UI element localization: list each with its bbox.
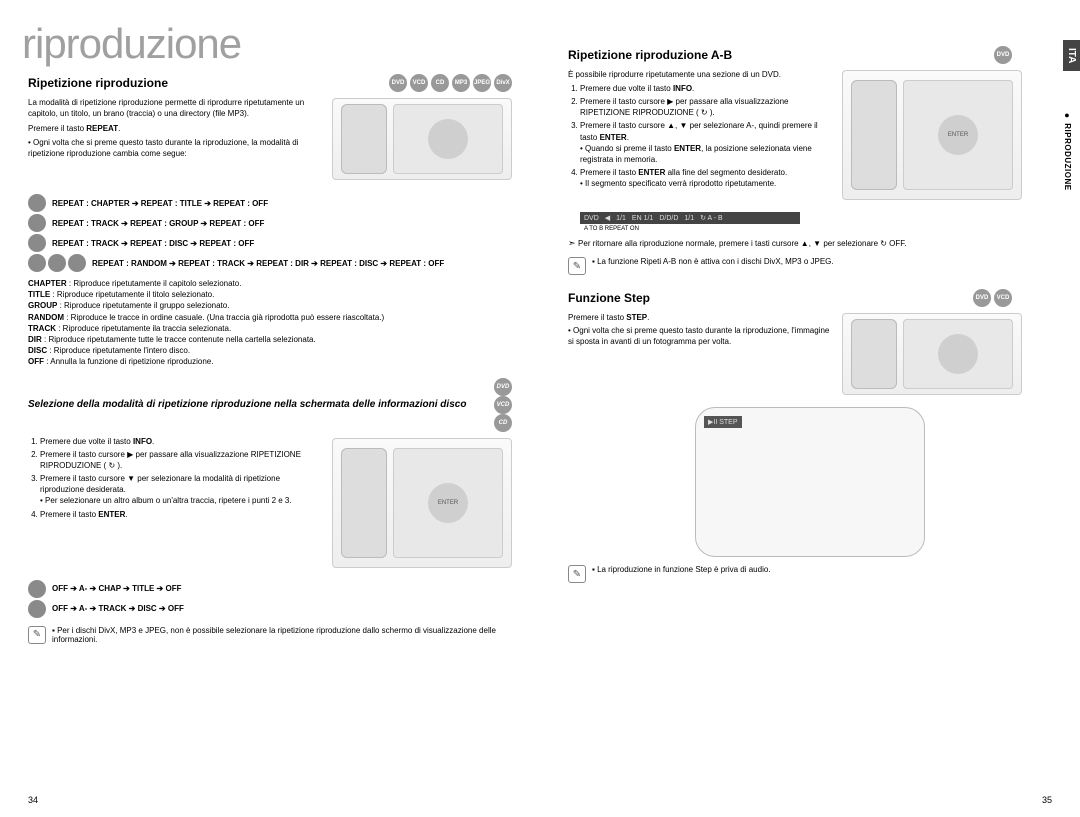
note-icon: ✎ [568,257,586,275]
page-left: riproduzione Ripetizione riproduzione DV… [0,0,540,817]
disc-icon: DVD [494,378,512,396]
note-block: ✎ La riproduzione in funzione Step è pri… [568,565,1052,583]
note-text: Per i dischi DivX, MP3 e JPEG, non è pos… [52,626,512,644]
def-line: TRACK : Riproduce ripetutamente ila trac… [28,323,512,334]
mode-disc-icon [28,254,46,272]
def-line: DISC : Riproduce ripetutamente l'intero … [28,345,512,356]
mode-disc-icon [28,600,46,618]
disc-icon: CD [494,414,512,432]
page-number: 35 [1042,795,1052,805]
def-line: RANDOM : Riproduce le tracce in ordine c… [28,312,512,323]
press-line: Premere il tasto STEP. [568,313,858,324]
main-heading: riproduzione [22,20,512,68]
remote-icon [341,448,387,558]
osd-step-label: ▶II STEP [704,416,742,428]
disc-icon: DVD [973,289,991,307]
chain-row: OFF ➔ A- ➔ TRACK ➔ DISC ➔ OFF [28,600,512,618]
remote-panel-icon [903,319,1013,389]
mode-disc-triple [28,254,86,272]
disc-icon: VCD [494,396,512,414]
mode-row: REPEAT : RANDOM ➔ REPEAT : TRACK ➔ REPEA… [28,254,512,272]
subsection-heading: Selezione della modalità di ripetizione … [28,378,512,432]
remote-icon [851,80,897,190]
section-title: Ripetizione riproduzione [28,76,168,90]
remote-diagram [332,98,512,180]
language-tab: ITA [1063,40,1080,71]
note-block: ✎ La funzione Ripeti A-B non è attiva co… [568,257,1052,275]
mode-disc-icon [48,254,66,272]
disc-icon: DVD [389,74,407,92]
mode-disc-icon [28,580,46,598]
mode-disc-icon [28,234,46,252]
osd-sub-label: A TO B REPEAT ON [584,226,1052,232]
def-line: DIR : Riproduce ripetutamente tutte le t… [28,334,512,345]
remote-panel-icon: ENTER [393,448,503,558]
mode-disc-icon [28,214,46,232]
disc-icon: VCD [410,74,428,92]
step-item: Premere il tasto cursore ▲, ▼ per selezi… [580,120,858,165]
definitions: CHAPTER : Riproduce ripetutamente il cap… [28,278,512,368]
def-line: GROUP : Riproduce ripetutamente il grupp… [28,300,512,311]
section-step-body: Premere il tasto STEP. Ogni volta che si… [568,313,858,347]
chain-sequences: OFF ➔ A- ➔ CHAP ➔ TITLE ➔ OFF OFF ➔ A- ➔… [28,580,512,618]
disc-icon: MP3 [452,74,470,92]
bullet-list: Ogni volta che si preme questo tasto dur… [568,326,858,348]
step-item: Premere due volte il tasto INFO. [580,83,858,94]
bullet-item: Ogni volta che si preme questo tasto dur… [568,326,858,348]
section-ab-heading: Ripetizione riproduzione A-B DVD [568,46,1052,64]
note-block: ✎ Per i dischi DivX, MP3 e JPEG, non è p… [28,626,512,644]
def-line: CHAPTER : Riproduce ripetutamente il cap… [28,278,512,289]
remote-panel-icon: ENTER [903,80,1013,190]
side-section-label: ● RIPRODUZIONE [1062,110,1072,191]
section-step-heading: Funzione Step DVD VCD [568,289,1052,307]
section-repeat-heading: Ripetizione riproduzione DVD VCD CD MP3 … [28,74,512,92]
step-item: Premere il tasto cursore ▶ per passare a… [580,96,858,118]
mode-sequences: REPEAT : CHAPTER ➔ REPEAT : TITLE ➔ REPE… [28,194,512,272]
section-ab-body: È possibile riprodurre ripetutamente una… [568,70,858,189]
tip-line: Per ritornare alla riproduzione normale,… [568,238,1052,249]
tv-screen-diagram: ▶II STEP [695,407,925,557]
section-title: Ripetizione riproduzione A-B [568,48,732,62]
remote-diagram [842,313,1022,395]
disc-icon: DivX [494,74,512,92]
page-right: ITA ● RIPRODUZIONE Ripetizione riproduzi… [540,0,1080,817]
step-sub: Il segmento specificato verrà riprodotto… [580,178,858,189]
step-sub: Quando si preme il tasto ENTER, la posiz… [580,143,858,165]
mode-row: REPEAT : TRACK ➔ REPEAT : DISC ➔ REPEAT … [28,234,512,252]
note-icon: ✎ [568,565,586,583]
remote-diagram: ENTER [332,438,512,568]
step-item: Premere il tasto ENTER alla fine del seg… [580,167,858,189]
def-line: OFF : Annulla la funzione di ripetizione… [28,356,512,367]
remote-panel-icon [393,104,503,174]
page-spread: riproduzione Ripetizione riproduzione DV… [0,0,1080,817]
disc-icon: CD [431,74,449,92]
disc-icons-row: DVD VCD CD MP3 JPEG DivX [389,74,512,92]
note-text: La funzione Ripeti A-B non è attiva con … [592,257,834,266]
page-number: 34 [28,795,38,805]
mode-row: REPEAT : TRACK ➔ REPEAT : GROUP ➔ REPEAT… [28,214,512,232]
remote-icon [341,104,387,174]
steps-list: Premere due volte il tasto INFO. Premere… [568,83,858,190]
disc-icon: JPEG [473,74,491,92]
def-line: TITLE : Riproduce ripetutamente il titol… [28,289,512,300]
section-title: Funzione Step [568,291,650,305]
osd-status-bar: DVD ◀ 1/1 EN 1/1 D/D/D 1/1 ↻ A - B [580,212,800,224]
note-text: La riproduzione in funzione Step è priva… [592,565,771,574]
mode-row: REPEAT : CHAPTER ➔ REPEAT : TITLE ➔ REPE… [28,194,512,212]
mode-disc-icon [68,254,86,272]
remote-diagram: ENTER [842,70,1022,200]
disc-icon: VCD [994,289,1012,307]
note-icon: ✎ [28,626,46,644]
chain-row: OFF ➔ A- ➔ CHAP ➔ TITLE ➔ OFF [28,580,512,598]
mode-disc-icon [28,194,46,212]
remote-icon [851,319,897,389]
intro-text: È possibile riprodurre ripetutamente una… [568,70,858,81]
disc-icon: DVD [994,46,1012,64]
